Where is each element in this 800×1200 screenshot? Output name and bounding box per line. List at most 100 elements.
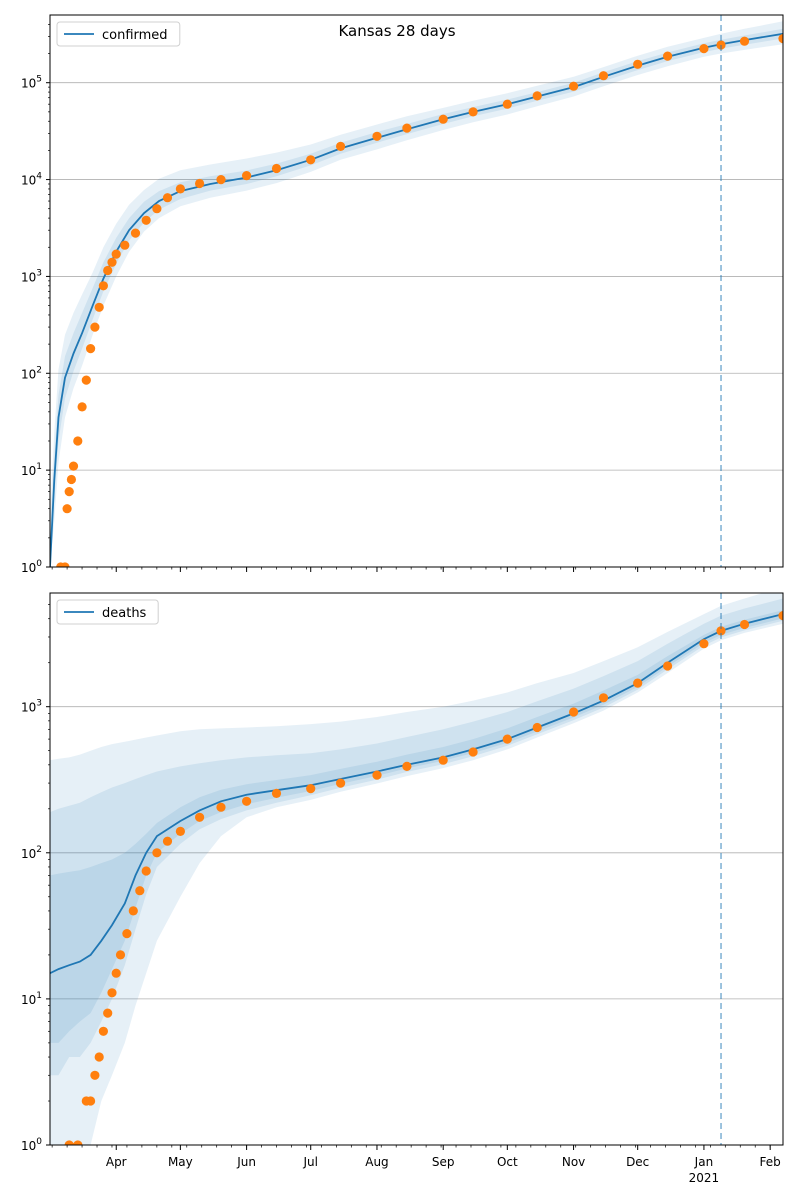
observed-point [64, 1140, 74, 1145]
observed-point [438, 114, 448, 124]
axes-frame [49, 14, 784, 568]
observed-point [739, 619, 750, 630]
y-tick-label: 105 [21, 75, 42, 91]
model-line [50, 32, 783, 567]
observed-point [60, 562, 70, 567]
observed-point [81, 375, 91, 385]
observed-point [98, 281, 108, 291]
legend-label: confirmed [102, 28, 168, 43]
observed-point [62, 504, 72, 514]
y-tick-label: 104 [21, 172, 42, 188]
observed-point [336, 141, 346, 151]
observed-point [306, 155, 316, 165]
observed-point [402, 123, 412, 133]
plot-area [50, 21, 783, 567]
observed-point [162, 836, 173, 846]
y-tick-label: 101 [21, 991, 42, 1007]
observed-point [242, 796, 252, 806]
observed-point [569, 81, 579, 91]
observed-point [175, 826, 185, 837]
observed-point [502, 99, 512, 109]
observed-point [68, 461, 79, 471]
plot-area [50, 593, 783, 1145]
uncertainty-band-0 [50, 593, 783, 1145]
observed-point [152, 204, 162, 214]
legend: deaths [56, 599, 159, 625]
model-line [50, 613, 783, 975]
observed-point [569, 707, 579, 717]
observed-point [175, 184, 185, 194]
axes-frame [49, 592, 784, 1146]
uncertainty-band-0 [50, 21, 783, 567]
observed-point [216, 802, 226, 812]
observed-point [141, 215, 151, 225]
observed-point [64, 487, 74, 497]
observed-point [90, 322, 100, 332]
observed-point [663, 661, 673, 671]
observed-point [372, 770, 382, 780]
observed-point [122, 929, 132, 939]
legend-label: deaths [102, 606, 147, 621]
observed-point [98, 1026, 108, 1036]
observed-point [699, 44, 709, 54]
observed-point [77, 402, 87, 412]
observed-point [107, 988, 117, 998]
x-tick-label: Nov [562, 1155, 585, 1169]
observed-point [195, 178, 205, 189]
y-tick-label: 100 [21, 1137, 42, 1153]
x-tick-label: Jun [236, 1155, 256, 1169]
observed-point [598, 71, 609, 81]
observed-point [532, 91, 542, 101]
observed-point [130, 228, 141, 238]
observed-point [86, 344, 96, 354]
observed-point [107, 257, 117, 267]
observed-point [778, 611, 783, 621]
legend-box [56, 21, 181, 47]
observed-point [128, 906, 138, 916]
y-tick-label: 100 [21, 559, 42, 575]
x-tick-label: Feb [760, 1155, 781, 1169]
deaths-panel: 100 101 102 103 Apr May Jun Jul Aug Sep Oct Nov Dec J… [21, 592, 784, 1185]
x-tick-label: Apr [106, 1155, 127, 1169]
observed-point [271, 788, 282, 799]
observed-point [716, 626, 726, 636]
observed-point [111, 968, 121, 978]
observed-point [699, 639, 709, 649]
x-tick-label: Dec [626, 1155, 649, 1169]
observed-point [103, 1008, 113, 1018]
observed-point [73, 436, 83, 446]
observed-point [372, 131, 382, 141]
observed-point [162, 193, 173, 203]
observed-point [103, 265, 113, 276]
observed-point [633, 678, 643, 688]
observed-point [120, 240, 130, 250]
observed-point [739, 36, 750, 46]
y-tick-label: 102 [21, 365, 42, 381]
observed-point [468, 107, 478, 117]
observed-point [216, 175, 226, 185]
observed-point [73, 1140, 83, 1145]
observed-point [271, 163, 282, 174]
x-tick-label: Oct [497, 1155, 518, 1169]
observed-point [663, 51, 673, 61]
observed-point [306, 784, 316, 794]
observed-point [633, 59, 643, 69]
observed-point [115, 950, 126, 960]
x-tick-label: Sep [432, 1155, 455, 1169]
observed-point [402, 761, 412, 772]
y-tick-label: 101 [21, 462, 42, 478]
x-tick-label: Jan [694, 1155, 714, 1169]
observed-point [778, 34, 783, 44]
observed-point [152, 848, 162, 858]
x-tick-label: Jul [302, 1155, 317, 1169]
x-year-label: 2021 [689, 1171, 720, 1185]
x-tick-label: May [168, 1155, 193, 1169]
observed-point [94, 1052, 104, 1062]
y-tick-label: 102 [21, 845, 42, 861]
figure-title: Kansas 28 days [338, 22, 455, 40]
observed-point [135, 886, 145, 896]
observed-point [532, 722, 542, 733]
observed-point [94, 302, 104, 312]
legend: confirmed [56, 21, 181, 47]
